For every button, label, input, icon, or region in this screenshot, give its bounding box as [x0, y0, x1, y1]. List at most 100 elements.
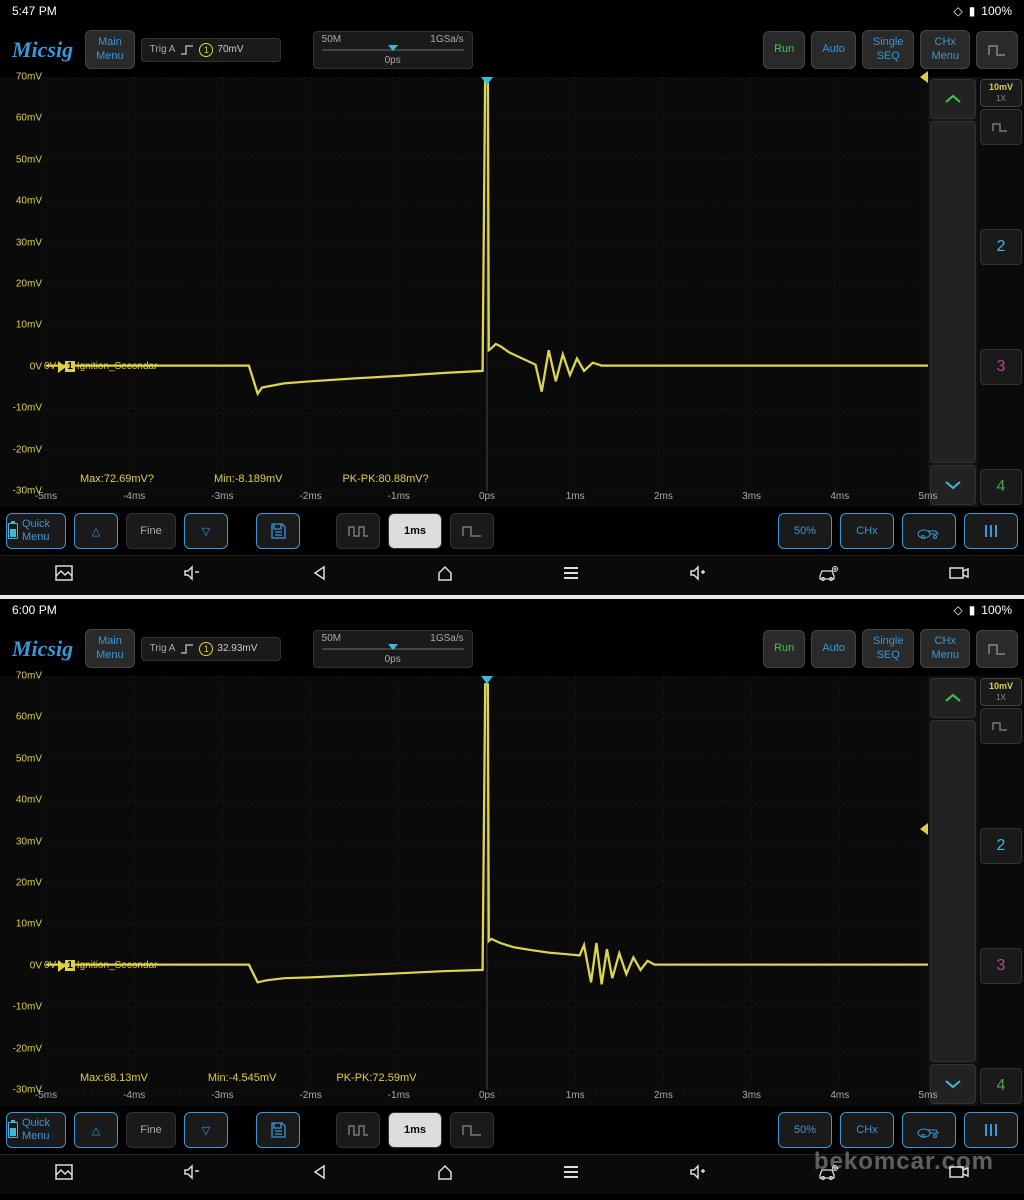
brand-logo: Micsig	[6, 636, 79, 662]
android-nav-bar	[0, 1154, 1024, 1194]
fifty-percent-button[interactable]: 50%	[778, 513, 832, 549]
main-menu-button[interactable]: MainMenu	[85, 30, 135, 68]
back-icon[interactable]	[310, 564, 328, 587]
xaxis-label: 0ps	[479, 1090, 495, 1101]
trigger-info-box[interactable]: Trig A 1 32.93mV	[141, 637, 281, 661]
nudge-down-button[interactable]: ▽	[184, 1112, 228, 1148]
gallery-icon[interactable]	[54, 564, 74, 587]
menu-icon[interactable]	[562, 565, 580, 586]
auto-button[interactable]: Auto	[811, 31, 856, 69]
screen-record-icon[interactable]	[948, 1164, 970, 1185]
fine-coarse-toggle[interactable]: Fine	[126, 1112, 176, 1148]
car-diagnostic-icon[interactable]	[816, 1163, 840, 1186]
volume-up-icon[interactable]	[688, 564, 708, 587]
stat-max: Max:68.13mV	[80, 1072, 148, 1084]
fine-coarse-toggle[interactable]: Fine	[126, 513, 176, 549]
car-diagnostic-icon[interactable]	[816, 564, 840, 587]
brand-logo: Micsig	[6, 37, 79, 63]
status-time: 5:47 PM	[12, 4, 57, 18]
yaxis-label: -20mV	[13, 444, 42, 455]
stat-pkpk: PK-PK:80.88mV?	[342, 473, 428, 485]
channel-side-panel: 10mV 1X 2 3 4	[978, 676, 1024, 1106]
timebase-prev-button[interactable]	[336, 513, 380, 549]
oscilloscope-screenshot-1: 6:00 PM ◇ ▮ 100% Micsig MainMenu Trig A …	[0, 599, 1024, 1186]
save-button[interactable]	[256, 1112, 300, 1148]
yaxis-label: -10mV	[13, 403, 42, 414]
trigger-position-marker	[481, 676, 493, 684]
main-menu-button[interactable]: MainMenu	[85, 629, 135, 667]
battery-icon: ▮	[969, 603, 976, 617]
scale-up-button[interactable]	[930, 678, 976, 718]
volume-down-icon[interactable]	[182, 564, 202, 587]
channel-info-box[interactable]: 10mV 1X	[980, 678, 1022, 706]
x-axis: -5ms-4ms-3ms-2ms-1ms0ps1ms2ms3ms4ms5ms	[46, 1090, 928, 1106]
channel-4-button[interactable]: 4	[980, 1068, 1022, 1104]
waveform-type-button[interactable]	[976, 31, 1018, 69]
timebase-next-button[interactable]	[450, 1112, 494, 1148]
plot-region	[46, 77, 928, 491]
single-seq-button[interactable]: SingleSEQ	[862, 30, 915, 68]
yaxis-label: 20mV	[16, 878, 42, 889]
chx-button[interactable]: CHx	[840, 1112, 894, 1148]
waveform-display-area[interactable]: 70mV60mV50mV40mV30mV20mV10mV0V-10mV-20mV…	[0, 77, 928, 507]
single-seq-button[interactable]: SingleSEQ	[862, 629, 915, 667]
channel-4-button[interactable]: 4	[980, 469, 1022, 505]
trigger-level: 32.93mV	[217, 643, 257, 654]
back-icon[interactable]	[310, 1163, 328, 1186]
xaxis-label: -4ms	[123, 1090, 145, 1101]
scale-up-button[interactable]	[930, 79, 976, 119]
timebase-box[interactable]: 50M1GSa/s 0ps	[313, 630, 473, 668]
trigger-label: Trig A	[150, 44, 176, 55]
home-icon[interactable]	[436, 1163, 454, 1186]
auto-button[interactable]: Auto	[811, 630, 856, 668]
save-button[interactable]	[256, 513, 300, 549]
xaxis-label: 0ps	[479, 491, 495, 502]
auto-preset-button[interactable]	[902, 513, 956, 549]
channel-scale: 10mV	[983, 681, 1019, 693]
channel-2-button[interactable]: 2	[980, 828, 1022, 864]
cursor-button[interactable]	[964, 1112, 1018, 1148]
channel-number-badge: 1	[65, 960, 75, 971]
channel-info-box[interactable]: 10mV 1X	[980, 79, 1022, 107]
stat-min: Min:-8.189mV	[214, 473, 282, 485]
timebase-prev-button[interactable]	[336, 1112, 380, 1148]
waveform-type-button[interactable]	[976, 630, 1018, 668]
channel-probe: 1X	[983, 94, 1019, 104]
time-position: 0ps	[322, 654, 464, 665]
channel-3-button[interactable]: 3	[980, 948, 1022, 984]
home-icon[interactable]	[436, 564, 454, 587]
run-button[interactable]: Run	[763, 31, 805, 69]
channel-2-button[interactable]: 2	[980, 229, 1022, 265]
yaxis-label: 70mV	[16, 72, 42, 83]
gallery-icon[interactable]	[54, 1163, 74, 1186]
volume-up-icon[interactable]	[688, 1163, 708, 1186]
volume-down-icon[interactable]	[182, 1163, 202, 1186]
screen-record-icon[interactable]	[948, 565, 970, 586]
cursor-button[interactable]	[964, 513, 1018, 549]
auto-preset-button[interactable]	[902, 1112, 956, 1148]
trigger-edge-icon	[179, 44, 195, 56]
run-button[interactable]: Run	[763, 630, 805, 668]
timebase-value[interactable]: 1ms	[388, 1112, 442, 1148]
waveform-display-area[interactable]: 70mV60mV50mV40mV30mV20mV10mV0V-10mV-20mV…	[0, 676, 928, 1106]
device-battery-icon	[8, 1122, 18, 1138]
timebase-next-button[interactable]	[450, 513, 494, 549]
xaxis-label: 3ms	[742, 491, 761, 502]
trigger-info-box[interactable]: Trig A 1 70mV	[141, 38, 281, 62]
xaxis-label: 1ms	[566, 491, 585, 502]
nudge-down-button[interactable]: ▽	[184, 513, 228, 549]
timebase-box[interactable]: 50M1GSa/s 0ps	[313, 31, 473, 69]
timebase-value[interactable]: 1ms	[388, 513, 442, 549]
coupling-button[interactable]	[980, 708, 1022, 744]
menu-icon[interactable]	[562, 1164, 580, 1185]
fifty-percent-button[interactable]: 50%	[778, 1112, 832, 1148]
chx-menu-button[interactable]: CHxMenu	[920, 30, 970, 68]
nudge-up-button[interactable]: △	[74, 513, 118, 549]
coupling-button[interactable]	[980, 109, 1022, 145]
chx-menu-button[interactable]: CHxMenu	[920, 629, 970, 667]
zero-label: 0V	[44, 960, 56, 971]
chx-button[interactable]: CHx	[840, 513, 894, 549]
nudge-up-button[interactable]: △	[74, 1112, 118, 1148]
channel-3-button[interactable]: 3	[980, 349, 1022, 385]
trigger-label: Trig A	[150, 643, 176, 654]
